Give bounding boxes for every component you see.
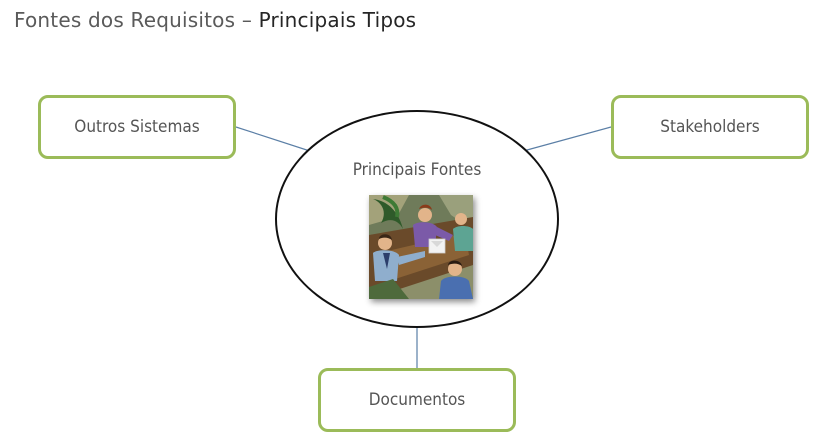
title-separator: – (241, 8, 253, 32)
node-label: Stakeholders (660, 117, 760, 137)
node-label: Documentos (368, 390, 466, 410)
connector-stakeholders (515, 126, 612, 154)
node-label: Outros Sistemas (74, 117, 200, 137)
center-ellipse[interactable]: Principais Fontes (275, 110, 559, 328)
meeting-clipart-image (369, 195, 473, 299)
node-stakeholders[interactable]: Stakeholders (611, 95, 809, 159)
page-title: Fontes dos Requisitos – Principais Tipos (14, 8, 416, 32)
title-emphasis: Principais Tipos (258, 8, 417, 32)
center-label: Principais Fontes (352, 160, 482, 180)
node-documentos[interactable]: Documentos (318, 368, 516, 432)
title-prefix: Fontes dos Requisitos (14, 8, 236, 32)
connector-outros (235, 126, 317, 154)
node-outros-sistemas[interactable]: Outros Sistemas (38, 95, 236, 159)
